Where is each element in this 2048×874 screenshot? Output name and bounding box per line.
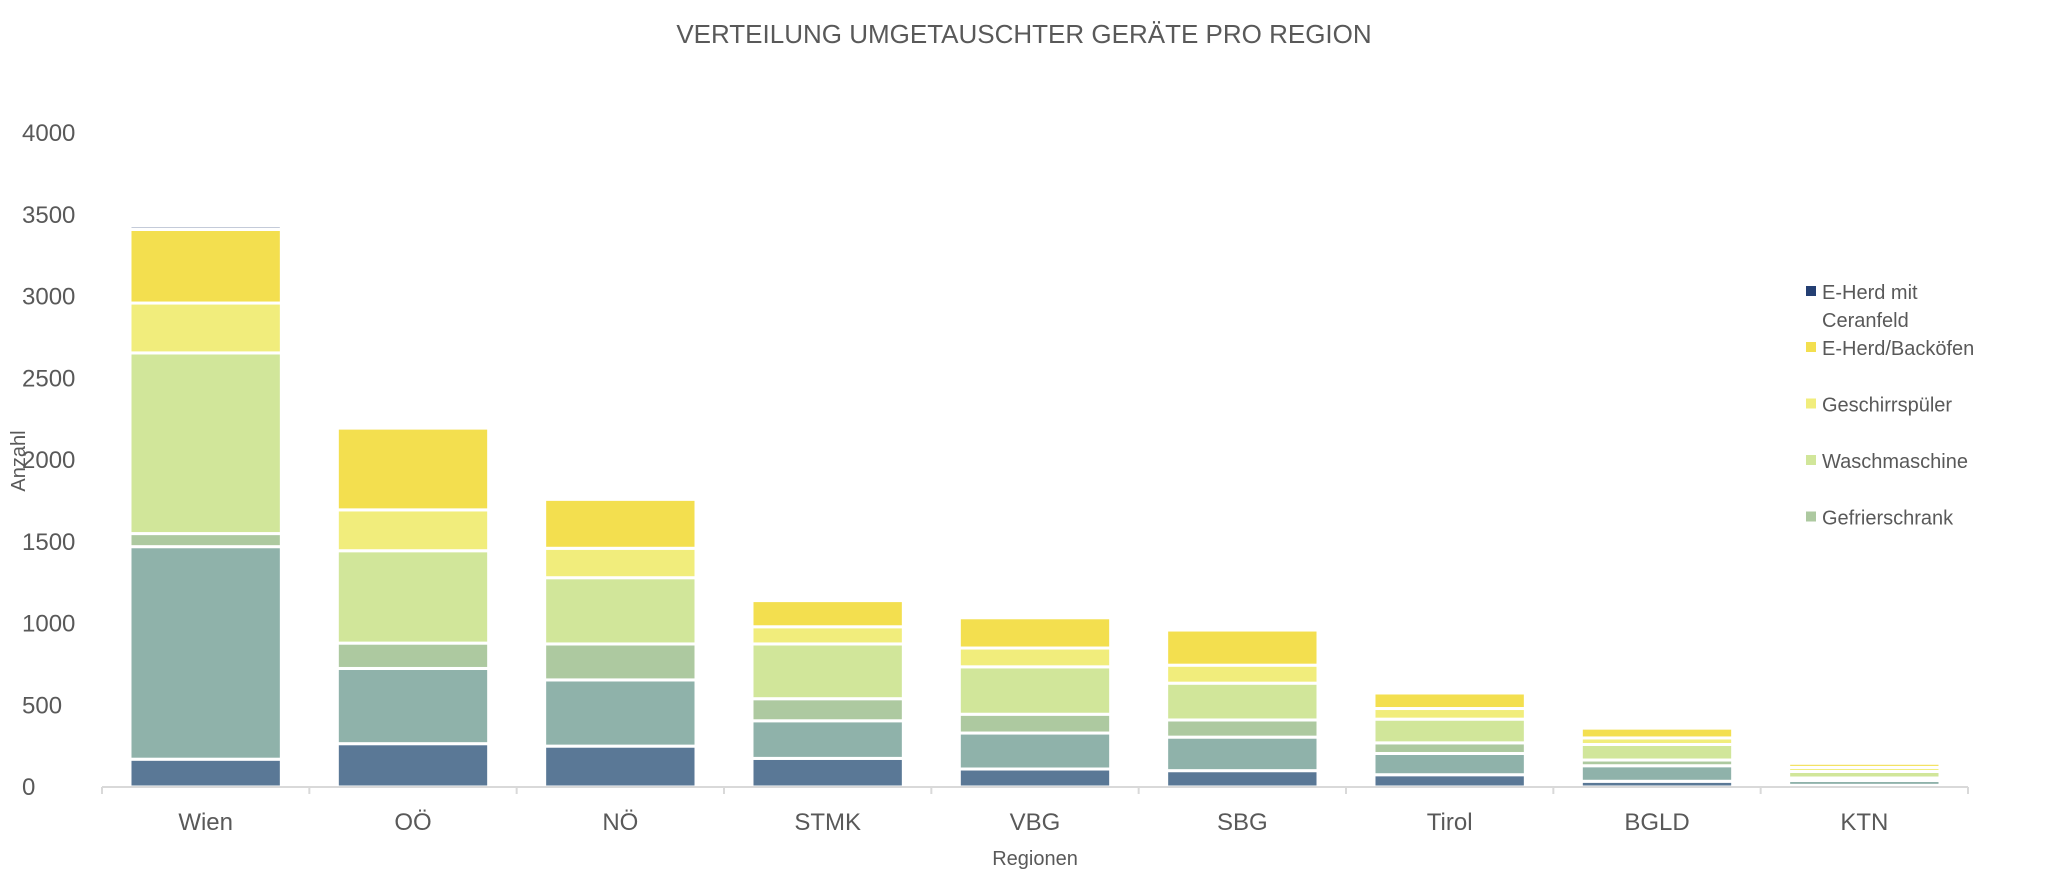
bars-layer — [128, 224, 1942, 789]
bar-segment-2-6 — [335, 426, 491, 512]
y-tick-label: 2000 — [22, 447, 75, 474]
bar-segment-3-1 — [543, 744, 698, 789]
bar-segment-4-1 — [750, 756, 905, 789]
y-tick-label: 500 — [22, 692, 62, 719]
bar-segment-5-6 — [957, 616, 1113, 650]
bar-segment-5-2 — [957, 731, 1113, 771]
x-axis-ticks: Wien OÖ NÖ STMK VBG SBG Tirol BGLD KTN — [101, 787, 1969, 836]
y-tick-label: 3500 — [22, 202, 75, 229]
bar-segment-5-3 — [957, 712, 1113, 735]
y-tick-label: 3000 — [22, 284, 75, 311]
bar-segment-5-1 — [957, 767, 1113, 789]
x-tick-label: Tirol — [1427, 809, 1473, 836]
bar-segment-4-4 — [750, 642, 905, 701]
bar-segment-1-5 — [128, 301, 283, 355]
legend-label: E-Herd mit — [1822, 282, 1918, 304]
bar-segment-2-2 — [335, 666, 491, 746]
legend-label: Ceranfeld — [1822, 310, 1909, 332]
legend-swatch — [1806, 511, 1816, 522]
bar-segment-3-6 — [543, 497, 698, 550]
legend-label: Geschirrspüler — [1822, 395, 1952, 417]
bar-segment-6-2 — [1165, 735, 1320, 773]
chart-title: VERTEILUNG UMGETAUSCHTER GERÄTE PRO REGI… — [676, 19, 1371, 49]
bar-segment-6-6 — [1165, 628, 1320, 667]
x-tick-label: SBG — [1217, 809, 1268, 836]
bar-segment-7-2 — [1372, 751, 1527, 777]
bar-segment-7-6 — [1372, 691, 1527, 711]
bar-segment-2-4 — [335, 549, 491, 645]
y-axis-title: Anzahl — [8, 430, 30, 491]
legend-swatch — [1806, 455, 1816, 465]
bar-segment-3-3 — [543, 642, 698, 682]
legend-label: E-Herd/Backöfen — [1822, 338, 1974, 360]
y-tick-label: 1500 — [22, 529, 75, 556]
bar-segment-7-5 — [1372, 707, 1527, 721]
bar-segment-2-3 — [335, 641, 491, 670]
y-tick-label: 4000 — [22, 120, 75, 147]
bar-segment-3-7 — [543, 496, 698, 501]
bar-segment-7-4 — [1372, 717, 1527, 745]
y-tick-label: 0 — [22, 774, 35, 801]
bar-segment-2-1 — [335, 742, 491, 789]
legend-label: Gefrierschrank — [1822, 508, 1954, 530]
legend-label: Waschmaschine — [1822, 451, 1968, 473]
bar-segment-6-5 — [1165, 663, 1320, 685]
bar-segment-1-7 — [128, 224, 283, 231]
y-axis-ticks: 0 500 1000 1500 2000 2500 3000 3500 4000 — [22, 120, 75, 801]
bar-segment-5-4 — [957, 665, 1113, 716]
bar-segment-1-6 — [128, 227, 283, 305]
bar-segment-6-3 — [1165, 718, 1320, 739]
bar-segment-3-5 — [543, 546, 698, 580]
bar-segment-4-3 — [750, 697, 905, 723]
bar-segment-8-4 — [1579, 742, 1735, 762]
x-tick-label: VBG — [1010, 809, 1061, 836]
bar-segment-7-3 — [1372, 741, 1527, 755]
y-tick-label: 2500 — [22, 365, 75, 392]
x-tick-label: NÖ — [602, 809, 638, 836]
legend-swatch — [1806, 342, 1816, 352]
bar-segment-8-2 — [1579, 764, 1735, 783]
bar-segment-6-4 — [1165, 681, 1320, 722]
bar-segment-3-4 — [543, 576, 698, 646]
bar-segment-1-2 — [128, 545, 283, 761]
bar-segment-4-5 — [750, 625, 905, 646]
legend: E-Herd mit Ceranfeld E-Herd/Backöfen Geschi… — [1806, 282, 1974, 530]
x-tick-label: OÖ — [394, 809, 431, 836]
bar-segment-1-3 — [128, 532, 283, 549]
x-axis-title: Regionen — [992, 848, 1078, 870]
legend-swatch — [1806, 398, 1816, 409]
bar-segment-2-5 — [335, 508, 491, 553]
x-tick-label: Wien — [178, 809, 233, 836]
legend-swatch — [1806, 286, 1816, 296]
bar-segment-5-5 — [957, 646, 1113, 669]
bar-segment-4-6 — [750, 599, 905, 629]
bar-segment-1-4 — [128, 351, 283, 536]
x-tick-label: KTN — [1840, 809, 1888, 836]
y-tick-label: 1000 — [22, 611, 75, 638]
x-tick-label: BGLD — [1624, 809, 1689, 836]
bar-segment-1-1 — [128, 757, 283, 789]
bar-segment-8-6 — [1579, 726, 1735, 740]
bar-segment-4-2 — [750, 719, 905, 760]
bar-segment-9-6 — [1787, 761, 1942, 769]
bar-segment-3-2 — [543, 678, 698, 748]
x-tick-label: STMK — [794, 809, 861, 836]
bar-segment-6-1 — [1165, 769, 1320, 789]
bar-segment-7-1 — [1372, 773, 1527, 789]
